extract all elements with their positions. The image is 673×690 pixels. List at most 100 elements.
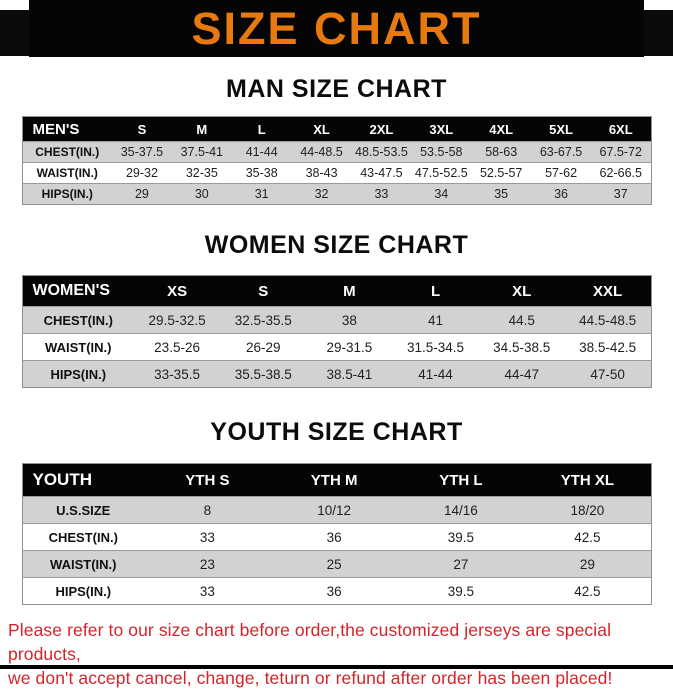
size-value: 32-35: [171, 162, 232, 184]
size-value: 32: [291, 183, 352, 205]
size-value: 8: [144, 496, 271, 524]
row-label: HIPS(IN.): [22, 183, 112, 205]
size-value: 44-47: [478, 360, 565, 388]
table-row: CHEST(IN.) 35-37.5 37.5-41 41-44 44-48.5 48.5…: [22, 141, 651, 163]
table-row: WAIST(IN.) 23 25 27 29: [22, 550, 651, 578]
size-value: 35-38: [231, 162, 292, 184]
size-value: 33: [351, 183, 412, 205]
man-size-chart-heading: MAN SIZE CHART: [226, 75, 447, 103]
row-label: CHEST(IN.): [22, 523, 144, 551]
size-value: 29: [524, 550, 651, 578]
size-value: 34.5-38.5: [478, 333, 565, 361]
ribbon-band: SIZE CHART: [29, 0, 644, 57]
size-value: 41-44: [392, 360, 479, 388]
size-value: 44.5-48.5: [564, 306, 651, 334]
bottom-border: [0, 665, 673, 669]
size-value: 57-62: [531, 162, 591, 184]
size-column-header: YTH L: [397, 463, 525, 497]
table-row: CHEST(IN.) 33 36 39.5 42.5: [22, 523, 651, 551]
page-title: SIZE CHART: [191, 3, 482, 54]
size-value: 42.5: [524, 577, 651, 605]
size-value: 63-67.5: [531, 141, 591, 163]
ribbon-right-tab: [642, 10, 673, 56]
size-value: 38.5-41: [306, 360, 393, 388]
size-column-header: M: [171, 116, 232, 142]
table-row: WAIST(IN.) 29-32 32-35 35-38 38-43 43-47.5 47.…: [22, 162, 651, 184]
size-value: 36: [531, 183, 591, 205]
size-value: 31: [231, 183, 292, 205]
size-value: 18/20: [524, 496, 651, 524]
size-value: 43-47.5: [351, 162, 412, 184]
man-size-table: MEN'S S M L XL 2XL 3XL 4XL 5XL 6XL CHEST(IN.) 35-37…: [21, 116, 652, 205]
size-column-header: XXL: [564, 275, 651, 307]
table-corner-header: YOUTH: [22, 463, 144, 497]
size-value: 38-43: [291, 162, 352, 184]
size-value: 48.5-53.5: [351, 141, 412, 163]
size-value: 39.5: [397, 523, 525, 551]
table-corner-header: WOMEN'S: [22, 275, 134, 307]
size-value: 62-66.5: [591, 162, 651, 184]
size-value: 44-48.5: [291, 141, 352, 163]
size-value: 53.5-58: [411, 141, 472, 163]
table-row: U.S.SIZE 8 10/12 14/16 18/20: [22, 496, 651, 524]
size-value: 25: [270, 550, 398, 578]
ribbon-left-tab: [0, 10, 31, 56]
size-column-header: XL: [478, 275, 565, 307]
size-value: 10/12: [270, 496, 398, 524]
youth-size-chart-section: YOUTH SIZE CHART YOUTH YTH S YTH M YTH L YTH…: [0, 418, 673, 605]
table-header-row: WOMEN'S XS S M L XL XXL: [22, 275, 651, 307]
size-column-header: L: [231, 116, 292, 142]
size-value: 26-29: [220, 333, 307, 361]
size-column-header: 4XL: [471, 116, 532, 142]
disclaimer-note: Please refer to our size chart before or…: [0, 618, 673, 690]
size-column-header: YTH XL: [524, 463, 651, 497]
disclaimer-line-2: we don't accept cancel, change, teturn o…: [8, 668, 613, 689]
table-row: WAIST(IN.) 23.5-26 26-29 29-31.5 31.5-34.5 34…: [22, 333, 651, 361]
size-value: 38.5-42.5: [564, 333, 651, 361]
size-value: 37: [591, 183, 651, 205]
size-column-header: XL: [291, 116, 352, 142]
size-column-header: S: [220, 275, 307, 307]
size-value: 29.5-32.5: [134, 306, 221, 334]
youth-size-table: YOUTH YTH S YTH M YTH L YTH XL U.S.SIZE 8 10/12…: [21, 463, 652, 605]
youth-size-chart-heading: YOUTH SIZE CHART: [210, 418, 463, 446]
size-value: 37.5-41: [171, 141, 232, 163]
man-size-chart-section: MAN SIZE CHART MEN'S S M L XL 2XL 3XL 4XL 5XL 6XL…: [0, 75, 673, 205]
size-column-header: L: [392, 275, 479, 307]
size-value: 67.5-72: [591, 141, 651, 163]
size-value: 31.5-34.5: [392, 333, 479, 361]
size-value: 36: [270, 523, 398, 551]
row-label: CHEST(IN.): [22, 306, 134, 334]
size-value: 47.5-52.5: [411, 162, 472, 184]
row-label: WAIST(IN.): [22, 162, 112, 184]
size-column-header: 3XL: [411, 116, 472, 142]
size-value: 30: [171, 183, 232, 205]
size-column-header: YTH M: [270, 463, 398, 497]
size-value: 29-32: [112, 162, 172, 184]
size-value: 52.5-57: [471, 162, 532, 184]
size-value: 33: [144, 523, 271, 551]
size-value: 41-44: [231, 141, 292, 163]
size-value: 58-63: [471, 141, 532, 163]
size-value: 34: [411, 183, 472, 205]
size-column-header: XS: [134, 275, 221, 307]
table-header-row: YOUTH YTH S YTH M YTH L YTH XL: [22, 463, 651, 497]
table-row: CHEST(IN.) 29.5-32.5 32.5-35.5 38 41 44.5 44.5…: [22, 306, 651, 334]
disclaimer-line-1: Please refer to our size chart before or…: [8, 620, 612, 665]
size-value: 32.5-35.5: [220, 306, 307, 334]
size-column-header: M: [306, 275, 393, 307]
table-row: HIPS(IN.) 33 36 39.5 42.5: [22, 577, 651, 605]
size-value: 47-50: [564, 360, 651, 388]
size-column-header: 2XL: [351, 116, 412, 142]
size-value: 33: [144, 577, 271, 605]
size-value: 27: [397, 550, 525, 578]
size-value: 35-37.5: [112, 141, 172, 163]
table-row: HIPS(IN.) 29 30 31 32 33 34 35 36 37: [22, 183, 651, 205]
title-banner: SIZE CHART: [0, 0, 673, 62]
women-size-table: WOMEN'S XS S M L XL XXL CHEST(IN.) 29.5-32.5 32.5…: [21, 275, 652, 388]
row-label: CHEST(IN.): [22, 141, 112, 163]
size-value: 29: [112, 183, 172, 205]
row-label: HIPS(IN.): [22, 360, 134, 388]
size-value: 44.5: [478, 306, 565, 334]
row-label: WAIST(IN.): [22, 333, 134, 361]
